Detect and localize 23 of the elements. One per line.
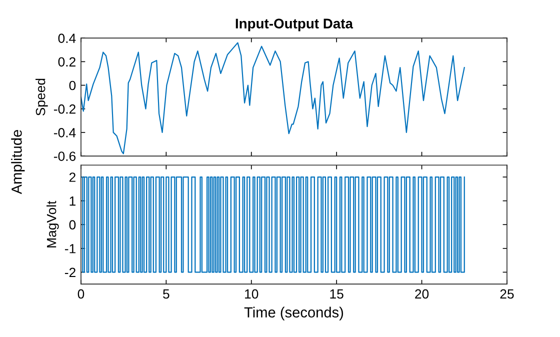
y-tick-label: 0.2 [58,57,76,67]
x-tick-label: 5 [163,289,170,299]
y-tick-label: -0.4 [54,128,76,138]
line-series [80,42,465,154]
y-tick-label: 0.4 [58,34,76,43]
x-tick-label: 15 [330,289,344,299]
text: Amplitude [11,130,25,194]
y-tick-label: 2 [69,172,76,182]
chart-title: Input-Output Data [236,18,354,32]
x-tick-label: 25 [500,289,514,299]
y-tick-label: -0.2 [54,104,76,114]
x-tick-label: 10 [245,289,258,299]
x-tick-label: 0 [78,289,84,299]
y-tick-label: 0 [69,80,76,90]
x-tick-label: 20 [415,289,429,299]
y-tick-label: -2 [64,268,76,277]
y-tick-label: -1 [64,244,76,254]
y-axis-title: Speed [36,78,48,116]
y-tick-label: 0 [69,220,76,230]
y-tick-label: -0.6 [54,152,76,161]
y-tick-label: 1 [70,196,76,206]
y-axis-title: MagVolt [46,200,59,248]
x-axis-title: Time (seconds) [244,306,344,320]
